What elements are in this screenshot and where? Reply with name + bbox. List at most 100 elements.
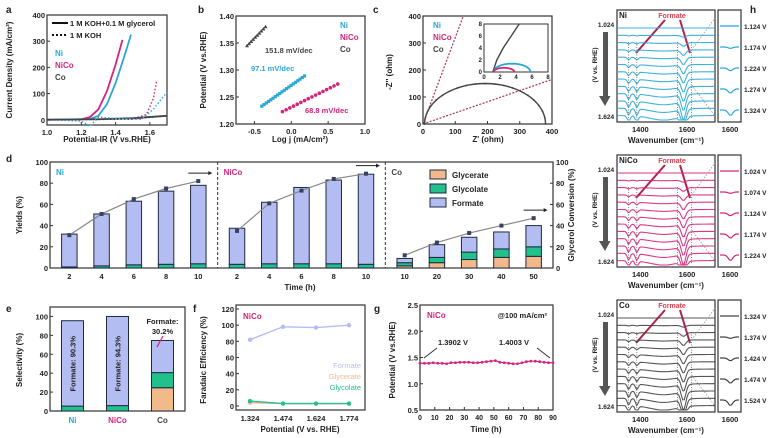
inset-trace (719, 336, 740, 339)
series-tag: NiCo (427, 311, 446, 320)
spectra-frame (616, 154, 716, 268)
inset-trace (719, 378, 740, 384)
bar-formate (151, 339, 174, 374)
y-tick-label: 20 (40, 388, 48, 397)
potential-label: 1.324 V (744, 314, 767, 321)
inset-ni_arc (492, 62, 532, 73)
arrow-head (375, 163, 380, 168)
data-point (449, 361, 453, 365)
bar-formate (125, 200, 143, 266)
data-point (471, 361, 475, 365)
spectrum-line (616, 346, 716, 355)
bar-glycerate (525, 255, 542, 269)
data-point (516, 362, 519, 366)
y-tick-label: 100 (35, 158, 48, 167)
x-tick-label: 1400 (632, 125, 649, 134)
data-point (253, 35, 258, 39)
x-tick-label: NiCo (108, 416, 127, 425)
data-point (247, 337, 253, 342)
x-tick-label: Co (157, 416, 168, 425)
data-point (293, 80, 298, 84)
x-tick-label: 6 (132, 272, 136, 281)
data-point (454, 361, 457, 365)
legend-nico: NiCo (55, 61, 74, 70)
data-point (426, 110, 429, 113)
x-tick-label: 30 (465, 272, 473, 281)
spectrum-line (616, 230, 716, 247)
x-tick-label: 4 (267, 272, 272, 281)
formate-label: Formate (658, 13, 686, 20)
bar-glycerate (493, 256, 510, 269)
x-tick-label: 1.4 (110, 128, 121, 137)
panel-letter: g (374, 304, 380, 315)
data-point (306, 96, 311, 101)
legend-label: Glycerate (329, 372, 361, 381)
data-point (547, 361, 550, 365)
data-point (520, 361, 524, 365)
y-tick-label: 0 (44, 407, 48, 416)
inset-y-tick: 8 (479, 22, 483, 28)
x-axis-label: Potential (V vs. RHE) (260, 425, 339, 434)
data-point (247, 41, 252, 46)
x-axis-label: Log j (mA/cm²) (272, 135, 328, 144)
zoom-guide (691, 17, 716, 51)
y-tick-label: 300 (32, 37, 45, 46)
bar-glycolate (428, 256, 446, 264)
data-point (259, 29, 264, 33)
legend-label: 1 M KOH (70, 31, 101, 40)
x-tick-label: 0 (418, 415, 422, 422)
annotation-arrow (423, 347, 438, 359)
data-point (291, 82, 295, 86)
spectrum-line (616, 56, 716, 65)
x-tick-label: -0.5 (248, 127, 261, 136)
spectrum-line (616, 260, 716, 266)
inset-trace (719, 109, 740, 116)
y-tick-label: 0 (44, 264, 48, 273)
inset-trace (719, 357, 740, 362)
panel-b: b 151.8 mV/dec 97.1 mV/dec 68.8 mV/dec Ni NiC… (198, 5, 370, 144)
bar-formate (93, 213, 110, 267)
subpanel-nico: NiCo Formate 1.024 V 1.074 V 1.124 V 1.174 V 1… (592, 154, 767, 290)
data-point (441, 94, 444, 97)
y-tick-label: 400 (32, 11, 45, 20)
data-point (435, 99, 438, 102)
spectrum-line (616, 238, 716, 256)
data-point (418, 361, 422, 365)
panel-d: d Ni 2 4 6 8 10 NiCo 2 4 6 8 10 Co 10 20 30 40 50 0 20 40 60 80… (6, 154, 576, 292)
x-tick-label: 20 (446, 415, 454, 422)
y-tick-label: 20 (226, 386, 234, 395)
potential-arrow-shaft (603, 32, 608, 96)
annotation-arrow (156, 335, 164, 348)
panel-letter: e (6, 304, 12, 315)
y-tick-label: 200 (408, 66, 421, 75)
y-axis-label: -Z'' (ohm) (385, 54, 394, 90)
legend-swatch (429, 169, 447, 180)
legend-label: 1 M KOH+0.1 M glycerol (70, 19, 155, 28)
panel-letter: c (373, 5, 379, 16)
data-point (541, 110, 544, 113)
spectrum-line (616, 100, 716, 120)
conversion-point (402, 253, 407, 258)
spectrum-line (616, 208, 716, 220)
bar-formate (325, 179, 342, 265)
data-point (448, 90, 451, 93)
y-tick-label: 100 (35, 312, 48, 321)
potential-arrow-head (599, 241, 611, 251)
potential-top: 1.024 (598, 167, 615, 174)
condition-label: @100 mA/cm² (498, 311, 548, 320)
y-tick-label: 60 (40, 200, 48, 209)
inset-trace (719, 399, 740, 406)
x-tick-label: 1400 (632, 270, 649, 279)
data-point (502, 84, 505, 87)
data-point (313, 93, 318, 97)
y2-tick-label: 100 (556, 158, 569, 167)
x-tick-label: 1.774 (340, 414, 360, 423)
x-tick-label: 2 (235, 272, 239, 281)
zoom-guide (691, 307, 716, 341)
spectrum-line (616, 85, 716, 102)
spectrum-line (616, 223, 716, 238)
data-point (249, 39, 254, 43)
inset-trace (719, 46, 740, 49)
x-tick-label: 70 (520, 415, 528, 422)
bar-formate (261, 201, 278, 265)
